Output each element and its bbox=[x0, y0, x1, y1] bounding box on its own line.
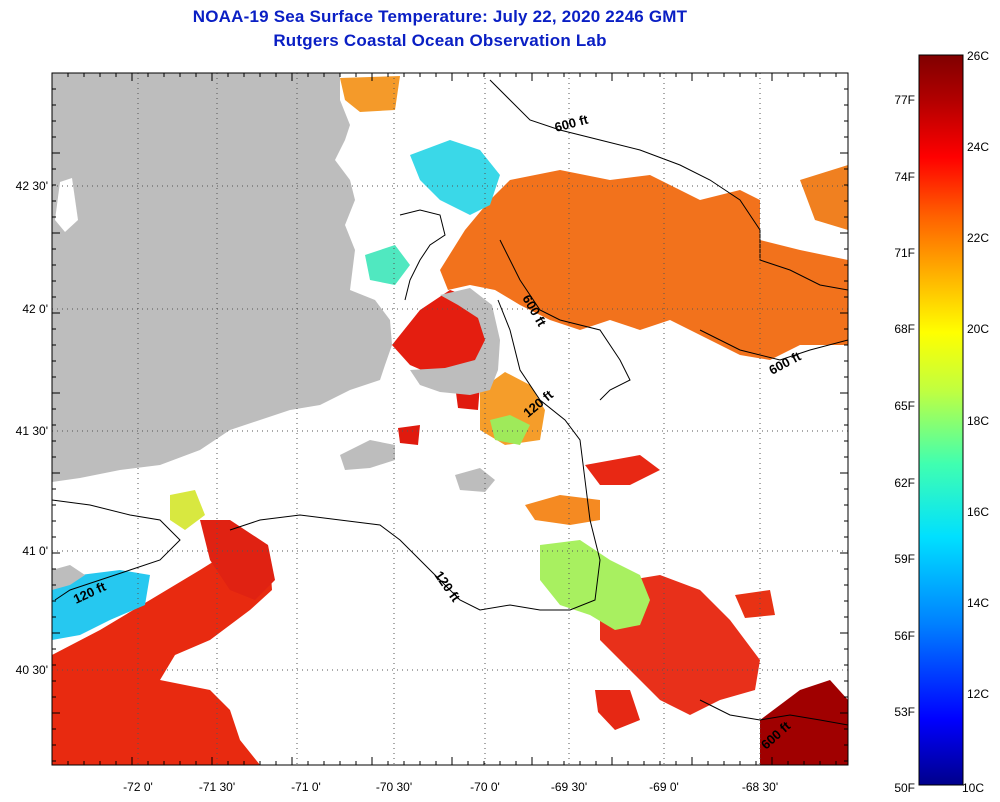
contour-600ft-southeast bbox=[699, 699, 848, 726]
lat-tick-label: 42 0' bbox=[22, 302, 48, 316]
colorbar-c-label: 10C bbox=[962, 781, 984, 795]
colorbar-gradient bbox=[918, 54, 964, 786]
sst-region-far-patch bbox=[735, 590, 775, 618]
sst-region-south-shelf bbox=[52, 545, 272, 765]
colorbar-f-label: 65F bbox=[894, 399, 915, 413]
colorbar-c-label: 24C bbox=[967, 140, 989, 154]
colorbar-f-label: 77F bbox=[894, 93, 915, 107]
colorbar-f-label: 74F bbox=[894, 170, 915, 184]
axis-ticks bbox=[51, 72, 848, 765]
lat-tick-label: 41 0' bbox=[22, 544, 48, 558]
sst-region-northeast-edge bbox=[800, 165, 848, 230]
sst-region-north-coast-orange bbox=[340, 76, 400, 112]
colorbar: 77F 74F 71F 68F 65F 62F 59F 56F 53F 50F … bbox=[894, 49, 989, 795]
lon-tick-label: -68 30' bbox=[742, 780, 778, 794]
lon-tick-label: -70 30' bbox=[376, 780, 412, 794]
colorbar-c-label: 26C bbox=[967, 49, 989, 63]
lat-tick-label: 40 30' bbox=[16, 663, 48, 677]
colorbar-f-label: 62F bbox=[894, 476, 915, 490]
land-mainland bbox=[52, 73, 392, 482]
contour-600ft-basin bbox=[499, 239, 631, 401]
colorbar-f-label: 50F bbox=[894, 781, 915, 795]
lon-tick-label: -71 0' bbox=[291, 780, 321, 794]
map-content: 600 ft 600 ft 600 ft 600 ft 120 ft 120 f… bbox=[52, 73, 848, 765]
longitude-axis: -72 0' -71 30' -71 0' -70 30' -70 0' -69… bbox=[123, 780, 778, 794]
contour-120ft-cape bbox=[229, 299, 601, 611]
sst-region-outer-cape-cool bbox=[490, 415, 530, 445]
sst-region-south-shelf-east bbox=[200, 520, 275, 600]
sst-region-mass-bay-cool bbox=[410, 140, 500, 215]
lat-tick-label: 41 30' bbox=[16, 424, 48, 438]
colorbar-f-label: 68F bbox=[894, 322, 915, 336]
sst-region-cape-cod-bay bbox=[392, 290, 492, 380]
lon-tick-label: -71 30' bbox=[199, 780, 235, 794]
sst-region-gulf-of-maine bbox=[440, 170, 848, 360]
lat-tick-label: 42 30' bbox=[16, 179, 48, 193]
lon-tick-label: -69 30' bbox=[551, 780, 587, 794]
lon-tick-label: -69 0' bbox=[649, 780, 679, 794]
graticule bbox=[52, 73, 848, 765]
lon-tick-label: -70 0' bbox=[470, 780, 500, 794]
colorbar-fahrenheit-labels: 77F 74F 71F 68F 65F 62F 59F 56F 53F 50F bbox=[894, 93, 915, 795]
sst-region-southeast-patch bbox=[595, 690, 640, 730]
map-frame bbox=[51, 72, 849, 766]
contour-120ft-west bbox=[52, 499, 181, 601]
colorbar-f-label: 59F bbox=[894, 552, 915, 566]
sst-region-channel-cool bbox=[540, 540, 650, 630]
map-subtitle: Rutgers Coastal Ocean Observation Lab bbox=[273, 31, 607, 50]
cloud-gap-inland bbox=[55, 178, 78, 232]
sst-region-mass-bay-cool-2 bbox=[365, 245, 410, 285]
contour-600ft-east bbox=[699, 329, 848, 361]
colorbar-c-label: 16C bbox=[967, 505, 989, 519]
colorbar-c-label: 18C bbox=[967, 414, 989, 428]
sst-region-southeast-corner bbox=[760, 680, 848, 765]
lon-tick-label: -72 0' bbox=[123, 780, 153, 794]
sst-region-southwest-yellow bbox=[170, 490, 205, 530]
contour-shelf-break bbox=[399, 209, 446, 301]
colorbar-c-label: 12C bbox=[967, 687, 989, 701]
land-cape-cod bbox=[410, 288, 500, 395]
colorbar-c-label: 14C bbox=[967, 596, 989, 610]
bathymetry-contours bbox=[52, 79, 848, 726]
contour-600ft-north bbox=[489, 79, 848, 291]
colorbar-celsius-labels: 26C 24C 22C 20C 18C 16C 14C 12C 10C bbox=[962, 49, 989, 795]
colorbar-f-label: 71F bbox=[894, 246, 915, 260]
colorbar-c-label: 20C bbox=[967, 322, 989, 336]
map-title: NOAA-19 Sea Surface Temperature: July 22… bbox=[192, 7, 688, 26]
colorbar-f-label: 53F bbox=[894, 705, 915, 719]
land-long-island-tip bbox=[52, 565, 85, 590]
land-marthas-vineyard bbox=[340, 440, 395, 470]
latitude-axis: 42 30' 42 0' 41 30' 41 0' 40 30' bbox=[16, 179, 48, 677]
sst-region-channel-orange bbox=[525, 495, 600, 525]
colorbar-f-label: 56F bbox=[894, 629, 915, 643]
sst-region-island-patch-1 bbox=[398, 425, 420, 445]
sst-region-island-patch-3 bbox=[585, 455, 660, 485]
colorbar-c-label: 22C bbox=[967, 231, 989, 245]
